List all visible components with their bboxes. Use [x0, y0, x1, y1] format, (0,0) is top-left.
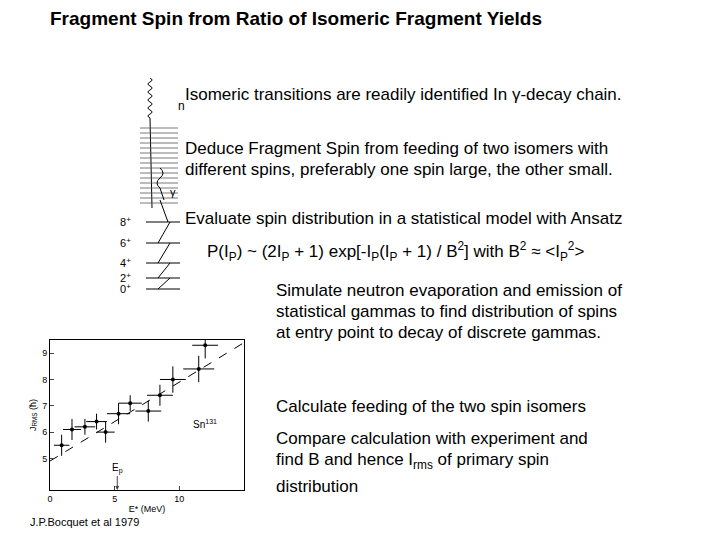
svg-text:5: 5: [42, 454, 47, 464]
html-text:P(IP) ~ (2IP+ 1) exp[-IP(IP+ 1: P(IP) ~ (2IP+ 1) exp[-IP(IP+ 1) / B2] wi…: [207, 239, 568, 264]
svg-text:J​RMS​ (ħ): J​RMS​ (ħ): [28, 399, 39, 431]
svg-text:6+: 6+: [120, 236, 131, 249]
svg-text:n: n: [178, 99, 185, 113]
html-text:Evaluate spin distribution in: Evaluate spin distribution in a statisti…: [185, 209, 623, 228]
html-text:Compare calculation with exper: Compare calculation with experiment and: [276, 429, 588, 448]
html-text:Calculate feeding of the two s: Calculate feeding of the two spin isomer…: [276, 397, 586, 416]
svg-text:4+: 4+: [120, 256, 131, 269]
svg-text:8+: 8+: [120, 215, 131, 228]
html-text:J.P.Bocquet et al 1979: J.P.Bocquet et al 1979: [30, 516, 140, 528]
html-text:at entry point to decay of dis: at entry point to decay of discrete gamm…: [276, 323, 602, 342]
svg-text:8: 8: [42, 375, 47, 385]
svg-text:γ: γ: [170, 186, 176, 198]
html-text:different spins, preferably on: different spins, preferably one spin lar…: [185, 160, 613, 179]
html-text:Deduce Fragment Spin from feed: Deduce Fragment Spin from feeding of two…: [185, 139, 609, 158]
html-text:distribution: distribution: [276, 477, 359, 497]
svg-text:E* (MeV): E* (MeV): [129, 504, 166, 514]
svg-text:2+: 2+: [120, 271, 131, 284]
svg-text:7: 7: [42, 401, 47, 411]
svg-text:0: 0: [47, 494, 52, 504]
html-text:statistical gammas to find dis: statistical gammas to find distribution …: [276, 302, 618, 321]
svg-text:6: 6: [42, 427, 47, 437]
svg-text:0+: 0+: [120, 282, 131, 295]
svg-text:E​p​: E​p​: [112, 462, 123, 475]
svg-text:5: 5: [112, 494, 117, 504]
svg-text:9: 9: [42, 348, 47, 358]
html-text:2>: 2>: [567, 239, 585, 261]
svg-text:10: 10: [174, 494, 184, 504]
html-text:Isomeric transitions are readi: Isomeric transitions are readily identif…: [185, 85, 622, 104]
html-text:Fragment Spin from Ratio of Is: Fragment Spin from Ratio of Isomeric Fra…: [50, 8, 542, 29]
html-text:Simulate neutron evaporation a: Simulate neutron evaporation and emissio…: [276, 281, 622, 300]
html-text:find B and hence Irmsof primar: find B and hence Irmsof primary spin: [276, 450, 550, 473]
svg-text:Sn​131​: Sn​131​: [193, 418, 217, 430]
